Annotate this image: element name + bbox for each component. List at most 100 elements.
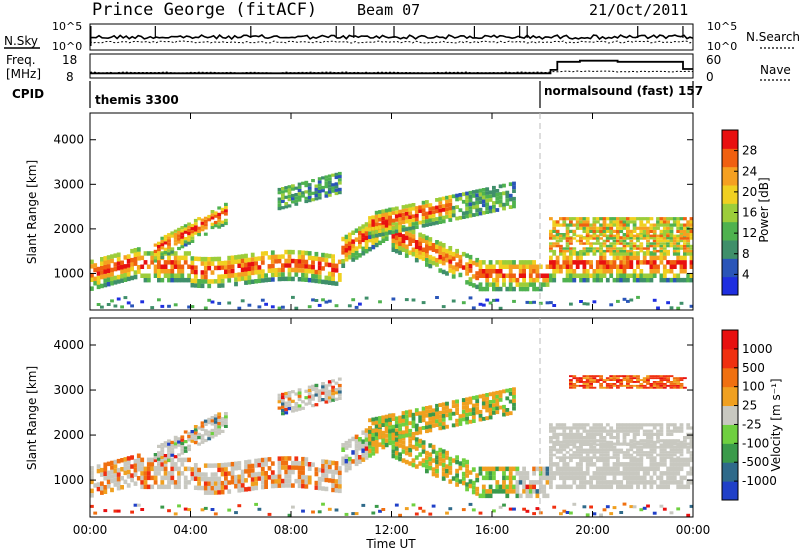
power-cell [595, 242, 600, 245]
power-cell [686, 277, 691, 283]
power-cell [411, 214, 416, 219]
power-cell [311, 179, 315, 183]
power-cell [116, 297, 121, 301]
velocity-cell [559, 432, 563, 436]
velocity-cell [451, 400, 456, 405]
power-cell [307, 277, 312, 283]
power-cell [213, 256, 218, 262]
power-cell [391, 211, 396, 215]
velocity-cell [140, 457, 145, 463]
power-cell [656, 234, 660, 238]
power-cell [683, 239, 687, 243]
power-cell [90, 277, 94, 282]
power-cell [639, 217, 644, 221]
power-cell [177, 277, 181, 283]
velocity-cell [398, 427, 402, 432]
power-cell [368, 235, 372, 239]
velocity-cell [381, 444, 386, 450]
power-cell [619, 251, 624, 256]
power-cell [411, 229, 416, 235]
power-cell [207, 283, 212, 289]
power-cell [445, 199, 449, 204]
power-cell [254, 256, 258, 262]
power-cell [616, 255, 620, 261]
power-cell [123, 296, 128, 300]
power-cell [512, 204, 516, 209]
velocity-cell [368, 433, 372, 438]
velocity-cell [619, 442, 624, 446]
velocity-cell [485, 393, 490, 397]
velocity-cell [629, 448, 634, 452]
velocity-cell [247, 464, 252, 469]
velocity-cell [632, 439, 637, 443]
velocity-cell [264, 484, 268, 489]
power-cell [522, 277, 526, 283]
power-cell [656, 217, 660, 221]
power-cell [502, 260, 506, 265]
freq-tick-top: 18 [62, 53, 77, 67]
velocity-cell [428, 443, 433, 448]
velocity-cell [441, 425, 446, 430]
power-cell [485, 206, 490, 211]
velocity-cell [629, 456, 634, 459]
velocity-cell [203, 438, 208, 443]
velocity-cell [177, 443, 181, 447]
velocity-cell [632, 429, 637, 433]
velocity-cell [579, 384, 583, 387]
power-cell [391, 234, 396, 239]
velocity-cell [408, 443, 413, 448]
velocity-cell [669, 440, 674, 444]
power-cell [599, 247, 603, 250]
power-cell [492, 277, 496, 283]
velocity-cell [364, 450, 369, 456]
velocity-cell [301, 509, 305, 513]
velocity-cell [213, 433, 218, 437]
velocity-cell [143, 475, 148, 481]
power-cell [368, 227, 372, 232]
velocity-cell [595, 423, 600, 427]
velocity-cell [585, 456, 590, 459]
power-cell [498, 184, 503, 189]
velocity-cell [284, 469, 289, 475]
power-cell [592, 277, 597, 283]
power-cell [167, 260, 171, 265]
velocity-cell [301, 479, 305, 484]
velocity-cell [662, 507, 667, 511]
velocity-cell [642, 446, 647, 449]
velocity-cell [284, 391, 289, 396]
power-cell [347, 304, 352, 308]
power-cell [123, 255, 128, 260]
velocity-cell [478, 466, 483, 472]
power-cell [626, 273, 630, 278]
power-cell [361, 237, 366, 243]
power-cell [277, 200, 282, 204]
power-cell [183, 277, 188, 283]
velocity-cell [599, 466, 603, 472]
power-cell [612, 255, 617, 261]
velocity-cell [324, 477, 329, 483]
power-cell [672, 234, 677, 238]
power-cell [575, 220, 580, 224]
power-cell [629, 220, 634, 224]
power-cell [126, 276, 131, 282]
power-cell [173, 273, 178, 278]
velocity-cell [465, 482, 469, 487]
power-cell [187, 232, 191, 236]
power-cell [110, 272, 114, 277]
velocity-cell [294, 402, 299, 406]
velocity-cell [612, 384, 617, 387]
velocity-cell [609, 466, 614, 472]
velocity-cell [595, 475, 600, 481]
power-cell [210, 222, 215, 226]
velocity-cell [133, 463, 138, 468]
velocity-cell [679, 453, 684, 457]
power-cell [612, 217, 617, 221]
velocity-cell [334, 381, 339, 385]
velocity-cell [585, 451, 590, 454]
power-cell [649, 226, 654, 230]
power-cell [324, 181, 329, 185]
colorbar-swatch [722, 185, 738, 204]
velocity-cell [431, 412, 436, 417]
velocity-cell [180, 445, 185, 449]
power-cell [431, 256, 436, 261]
